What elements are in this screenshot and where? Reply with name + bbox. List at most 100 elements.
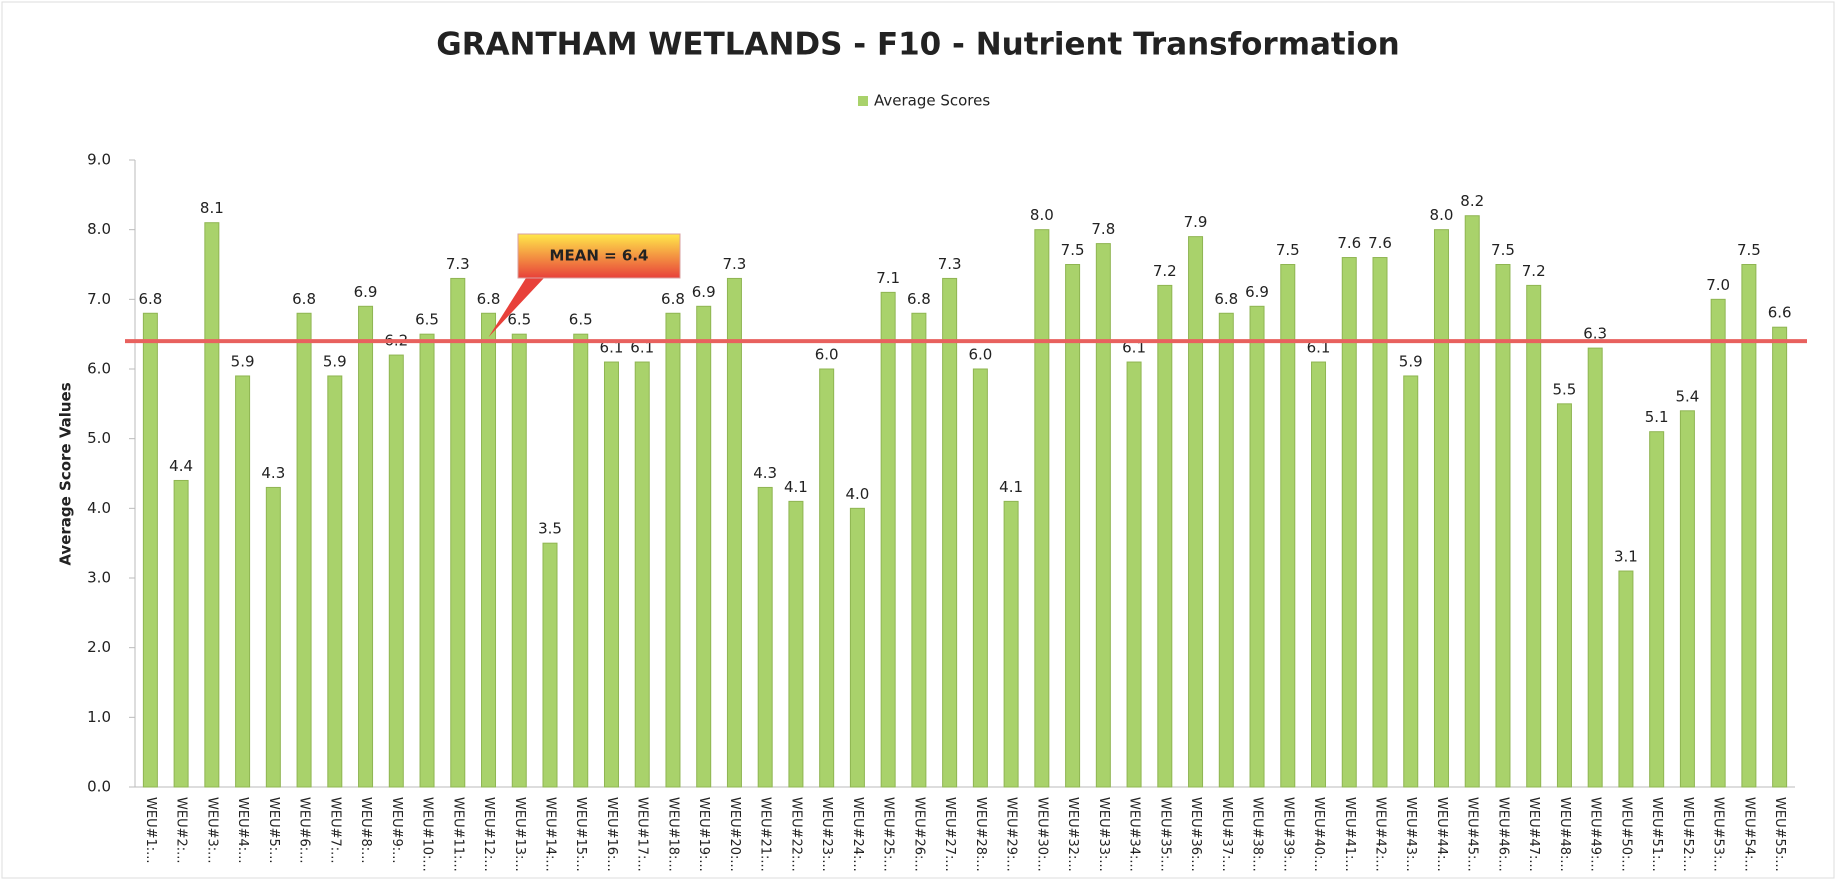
bar	[880, 291, 896, 788]
data-label: 4.3	[753, 464, 777, 482]
data-label: 8.0	[1430, 206, 1454, 224]
x-tick-label: WEU#1:...	[143, 797, 158, 864]
bar	[1433, 229, 1449, 788]
data-label: 6.8	[138, 290, 162, 308]
bar	[1526, 284, 1542, 788]
data-label: 7.3	[446, 255, 470, 273]
data-label: 8.1	[200, 199, 224, 217]
bar	[1249, 305, 1265, 788]
data-label: 7.1	[876, 269, 900, 287]
bar	[1587, 347, 1603, 788]
bar	[1126, 361, 1142, 788]
x-tick-label: WEU#43:...	[1403, 797, 1418, 872]
bar	[1618, 570, 1634, 788]
bar	[204, 222, 220, 788]
data-label: 3.1	[1614, 548, 1638, 566]
x-tick-label: WEU#5:...	[266, 797, 281, 864]
data-label: 6.0	[968, 346, 992, 364]
x-tick-label: WEU#23:...	[819, 797, 834, 872]
bar	[1372, 257, 1388, 788]
x-tick-label: WEU#13:...	[512, 797, 527, 872]
x-tick-label: WEU#15:...	[573, 797, 588, 872]
mean-callout-pointer	[488, 278, 544, 338]
x-tick-label: WEU#28:...	[973, 797, 988, 872]
data-label: 6.9	[692, 283, 716, 301]
bar	[1772, 326, 1788, 788]
x-tick-label: WEU#39:...	[1280, 797, 1295, 872]
data-label: 4.0	[845, 485, 869, 503]
y-tick-label: 0.0	[87, 778, 111, 796]
x-tick-label: WEU#34:...	[1127, 797, 1142, 872]
data-label: 7.2	[1522, 262, 1546, 280]
data-label: 7.6	[1337, 234, 1361, 252]
bar	[942, 277, 958, 788]
bar	[542, 542, 558, 788]
legend-swatch	[858, 96, 868, 106]
y-tick-label: 2.0	[87, 638, 111, 656]
data-label: 4.4	[169, 457, 193, 475]
bar	[1679, 410, 1695, 788]
bar	[388, 354, 404, 788]
x-tick-label: WEU#21:...	[758, 797, 773, 872]
data-label: 5.9	[231, 352, 255, 370]
data-label: 7.0	[1706, 276, 1730, 294]
x-tick-label: WEU#16:...	[604, 797, 619, 872]
x-tick-label: WEU#4:...	[235, 797, 250, 864]
y-tick-label: 4.0	[87, 499, 111, 517]
data-label: 6.8	[661, 290, 685, 308]
bar	[1280, 264, 1296, 788]
x-tick-label: WEU#11:...	[450, 797, 465, 872]
x-tick-label: WEU#55:...	[1772, 797, 1787, 872]
bar	[481, 312, 497, 788]
data-label: 6.9	[1245, 283, 1269, 301]
bar	[849, 507, 865, 788]
data-label: 5.5	[1553, 380, 1577, 398]
bar	[1341, 257, 1357, 788]
data-label: 3.5	[538, 520, 562, 538]
bar	[972, 368, 988, 788]
data-label: 7.3	[723, 255, 747, 273]
bar	[450, 277, 466, 788]
x-tick-label: WEU#53:...	[1711, 797, 1726, 872]
x-tick-label: WEU#37:...	[1219, 797, 1234, 872]
x-tick-label: WEU#44:...	[1434, 797, 1449, 872]
x-tick-label: WEU#2:...	[174, 797, 189, 864]
data-label: 7.5	[1276, 241, 1300, 259]
x-tick-label: WEU#9:...	[389, 797, 404, 864]
x-tick-label: WEU#3:...	[204, 797, 219, 864]
chart-title: GRANTHAM WETLANDS - F10 - Nutrient Trans…	[436, 27, 1399, 63]
x-tick-label: WEU#22:...	[788, 797, 803, 872]
x-tick-label: WEU#30:...	[1034, 797, 1049, 872]
y-tick-label: 1.0	[87, 708, 111, 726]
data-label: 5.1	[1645, 408, 1669, 426]
bar	[327, 375, 343, 788]
x-tick-label: WEU#18:...	[665, 797, 680, 872]
y-tick-label: 3.0	[87, 569, 111, 587]
x-tick-label: WEU#48:...	[1557, 797, 1572, 872]
x-tick-label: WEU#45:...	[1465, 797, 1480, 872]
bar	[142, 312, 158, 788]
bar	[1649, 431, 1665, 788]
bar	[1218, 312, 1234, 788]
bar	[665, 312, 681, 788]
mean-callout	[517, 233, 681, 279]
data-label: 5.9	[1399, 352, 1423, 370]
data-label: 5.9	[323, 352, 347, 370]
bar	[726, 277, 742, 788]
x-tick-label: WEU#8:...	[358, 797, 373, 864]
x-tick-label: WEU#41:...	[1342, 797, 1357, 872]
y-tick-label: 7.0	[87, 290, 111, 308]
x-tick-label: WEU#24:...	[850, 797, 865, 872]
bar	[1188, 236, 1204, 788]
y-tick-label: 6.0	[87, 360, 111, 378]
bar	[1157, 284, 1173, 788]
x-tick-label: WEU#52:...	[1680, 797, 1695, 872]
data-label: 6.5	[507, 311, 531, 329]
bar	[1556, 403, 1572, 788]
x-tick-label: WEU#29:...	[1004, 797, 1019, 872]
data-label: 8.0	[1030, 206, 1054, 224]
data-label: 7.6	[1368, 234, 1392, 252]
data-label: 7.5	[1737, 241, 1761, 259]
